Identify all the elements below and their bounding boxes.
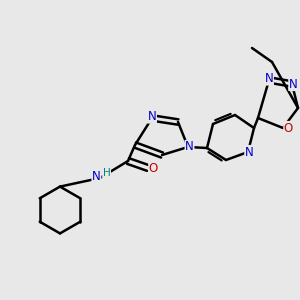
Text: O: O xyxy=(284,122,293,134)
Text: N: N xyxy=(148,110,156,123)
Text: O: O xyxy=(149,161,158,175)
Text: N: N xyxy=(245,146,254,158)
Text: N: N xyxy=(265,72,273,85)
Text: N: N xyxy=(289,77,298,91)
Text: N: N xyxy=(185,140,194,154)
Text: N: N xyxy=(92,170,101,183)
Text: H: H xyxy=(103,168,110,178)
